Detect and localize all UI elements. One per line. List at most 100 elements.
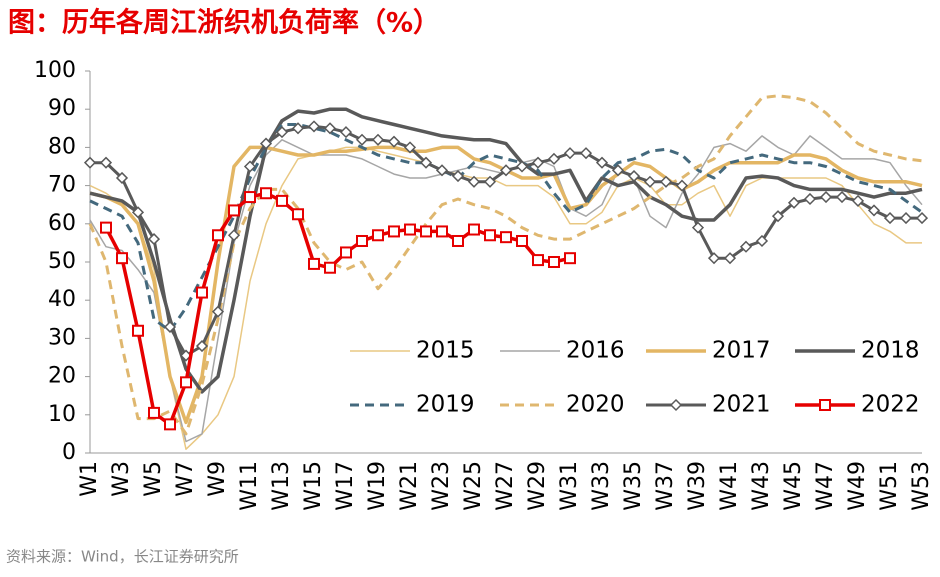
x-tick-label: W27 bbox=[493, 461, 518, 511]
point-marker bbox=[420, 225, 432, 238]
point-marker bbox=[148, 406, 160, 419]
x-tick-label: W45 bbox=[781, 461, 806, 511]
point-marker bbox=[291, 122, 305, 135]
point-marker bbox=[260, 187, 272, 200]
x-tick-label: W31 bbox=[557, 461, 582, 511]
point-marker bbox=[147, 233, 161, 246]
point-marker bbox=[308, 257, 320, 270]
point-marker bbox=[675, 179, 689, 192]
point-marker bbox=[307, 120, 321, 133]
point-marker bbox=[275, 126, 289, 139]
point-marker bbox=[419, 156, 433, 169]
series-line bbox=[89, 107, 923, 394]
point-marker bbox=[500, 231, 512, 244]
point-marker bbox=[276, 194, 288, 207]
point-marker bbox=[195, 339, 209, 353]
point-marker bbox=[867, 204, 881, 217]
y-tick-label: 0 bbox=[62, 440, 76, 465]
y-tick-label: 30 bbox=[48, 325, 76, 350]
point-marker bbox=[819, 190, 833, 204]
point-marker bbox=[100, 221, 112, 234]
y-tick-label: 20 bbox=[48, 364, 76, 389]
x-tick-label: W9 bbox=[205, 461, 230, 497]
x-tick-label: W49 bbox=[845, 461, 870, 511]
point-marker bbox=[515, 160, 529, 173]
x-tick-label: W51 bbox=[877, 461, 902, 511]
point-marker bbox=[771, 210, 785, 223]
x-tick-label: W13 bbox=[269, 461, 294, 511]
point-marker bbox=[355, 133, 369, 146]
point-marker bbox=[835, 190, 849, 204]
x-tick-label: W25 bbox=[461, 461, 486, 511]
point-marker bbox=[451, 169, 465, 183]
y-tick-label: 100 bbox=[34, 58, 76, 83]
point-marker bbox=[244, 191, 256, 204]
x-tick-label: W53 bbox=[909, 461, 934, 511]
point-marker bbox=[483, 175, 497, 188]
point-marker bbox=[484, 229, 496, 242]
point-marker bbox=[339, 126, 353, 139]
point-marker bbox=[371, 133, 385, 146]
y-tick-label: 60 bbox=[48, 211, 76, 236]
point-marker bbox=[323, 122, 337, 135]
x-tick-label: W11 bbox=[237, 461, 262, 511]
x-tick-label: W15 bbox=[301, 461, 326, 511]
point-marker bbox=[899, 212, 913, 225]
point-marker bbox=[915, 212, 929, 225]
point-marker bbox=[83, 156, 97, 169]
x-tick-label: W23 bbox=[429, 461, 454, 511]
x-tick-label: W3 bbox=[109, 461, 134, 497]
point-marker bbox=[548, 256, 560, 268]
point-marker bbox=[467, 175, 481, 188]
point-marker bbox=[691, 221, 705, 234]
source-note: 资料来源：Wind，长江证券研究所 bbox=[6, 548, 239, 566]
legend-label: 2015 bbox=[416, 338, 475, 364]
point-marker bbox=[356, 234, 368, 247]
point-marker bbox=[227, 229, 241, 242]
point-marker bbox=[211, 305, 225, 318]
point-marker bbox=[259, 137, 273, 150]
point-marker bbox=[531, 156, 545, 169]
point-marker bbox=[883, 212, 897, 225]
chart-title: 图：历年各周江浙织机负荷率（%） bbox=[8, 7, 440, 39]
legend-label: 2018 bbox=[861, 338, 920, 364]
x-tick-label: W35 bbox=[621, 461, 646, 511]
y-tick-label: 70 bbox=[48, 173, 76, 198]
x-tick-label: W21 bbox=[397, 461, 422, 511]
point-marker bbox=[372, 229, 384, 242]
point-marker bbox=[499, 164, 513, 177]
x-tick-label: W39 bbox=[685, 461, 710, 511]
point-marker bbox=[340, 246, 352, 259]
legend-label: 2020 bbox=[566, 392, 625, 418]
point-marker bbox=[563, 147, 577, 160]
point-marker bbox=[707, 252, 721, 265]
x-tick-label: W17 bbox=[333, 461, 358, 511]
point-marker bbox=[643, 175, 657, 188]
point-marker bbox=[723, 252, 737, 265]
point-marker bbox=[659, 175, 673, 188]
point-marker bbox=[164, 418, 176, 431]
series-line bbox=[89, 146, 922, 450]
point-marker bbox=[787, 196, 801, 209]
x-tick-label: W1 bbox=[77, 461, 102, 497]
legend-label: 2016 bbox=[566, 338, 625, 364]
x-tick-label: W43 bbox=[749, 461, 774, 511]
x-tick-label: W7 bbox=[173, 461, 198, 497]
point-marker bbox=[404, 223, 416, 236]
point-marker bbox=[228, 204, 240, 217]
legend-marker bbox=[819, 399, 831, 411]
point-marker bbox=[131, 206, 145, 219]
y-tick-label: 90 bbox=[48, 96, 76, 121]
point-marker bbox=[115, 171, 129, 185]
legend-label: 2021 bbox=[712, 392, 771, 418]
point-marker bbox=[435, 164, 449, 177]
point-marker bbox=[851, 194, 865, 207]
point-marker bbox=[516, 234, 528, 247]
point-marker bbox=[452, 234, 464, 247]
legend-label: 2017 bbox=[712, 338, 771, 364]
legend-marker bbox=[669, 398, 683, 412]
x-tick-label: W5 bbox=[141, 461, 166, 497]
legend-label: 2019 bbox=[416, 392, 475, 418]
y-tick-label: 80 bbox=[48, 134, 76, 159]
